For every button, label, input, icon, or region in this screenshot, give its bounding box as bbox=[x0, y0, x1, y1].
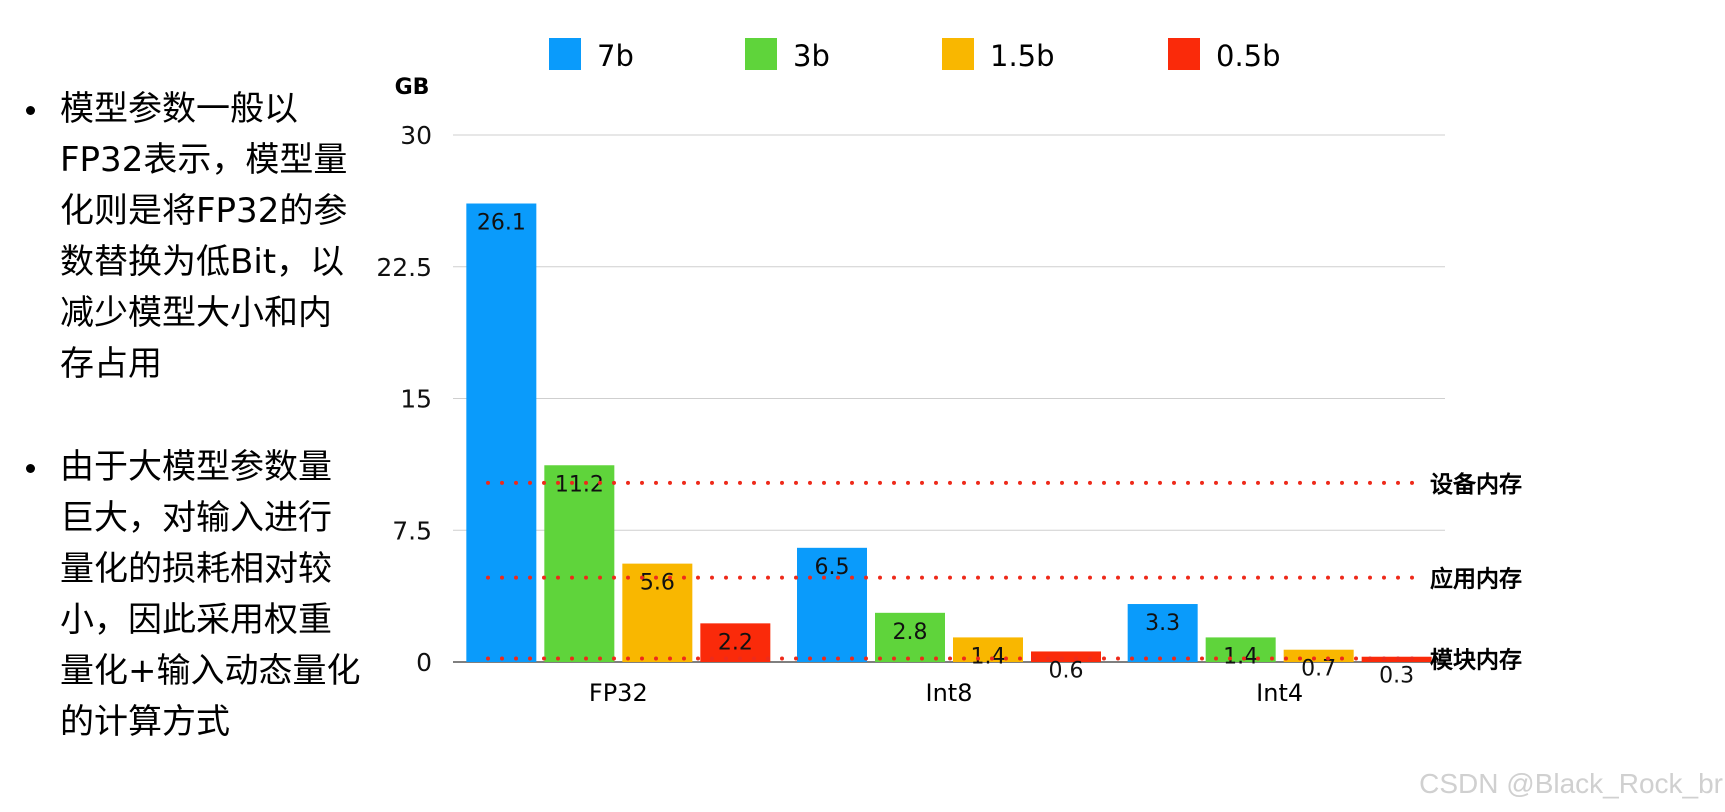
legend-label: 7b bbox=[597, 39, 634, 73]
bullet-list: 模型参数一般以FP32表示，模型量化则是将FP32的参数替换为低Bit，以减少模… bbox=[22, 84, 362, 800]
bar-7b-Int8 bbox=[797, 547, 867, 662]
x-tick-label: Int4 bbox=[1256, 679, 1303, 707]
bar-7b-FP32 bbox=[466, 203, 537, 662]
bar-0.5b-Int8 bbox=[1031, 651, 1101, 662]
bar-3b-Int8 bbox=[875, 612, 945, 662]
data-label: 1.4 bbox=[971, 644, 1006, 669]
data-label: 6.5 bbox=[815, 555, 850, 580]
y-tick-label: 0 bbox=[416, 648, 432, 677]
legend-swatch-icon bbox=[745, 38, 777, 70]
data-label: 2.2 bbox=[718, 630, 753, 655]
data-label: 3.3 bbox=[1145, 611, 1180, 636]
y-tick-label: 7.5 bbox=[392, 516, 432, 545]
legend-label: 1.5b bbox=[990, 39, 1055, 73]
bar-7b-Int4 bbox=[1127, 604, 1198, 662]
bullet-dot-icon bbox=[26, 464, 35, 473]
legend-label: 3b bbox=[793, 39, 830, 73]
x-tick-label: FP32 bbox=[589, 679, 648, 707]
data-label: 2.8 bbox=[893, 620, 928, 645]
data-label: 0.7 bbox=[1301, 657, 1336, 682]
data-label: 11.2 bbox=[555, 472, 604, 497]
data-label: 1.4 bbox=[1223, 644, 1258, 669]
y-tick-label: 22.5 bbox=[376, 253, 432, 282]
reference-line-label: 模块内存 bbox=[1430, 646, 1522, 673]
bar-0.5b-FP32 bbox=[700, 623, 771, 662]
reference-line-label: 应用内存 bbox=[1430, 566, 1522, 593]
data-label: 0.3 bbox=[1379, 664, 1414, 689]
y-tick-label: 30 bbox=[400, 121, 432, 150]
bullet-text: 模型参数一般以FP32表示，模型量化则是将FP32的参数替换为低Bit，以减少模… bbox=[60, 89, 348, 384]
bullet-dot-icon bbox=[26, 106, 35, 115]
legend-label: 0.5b bbox=[1216, 39, 1281, 73]
reference-line-label: 设备内存 bbox=[1430, 471, 1522, 498]
y-tick-label: 15 bbox=[400, 385, 432, 414]
y-axis-label: GB bbox=[395, 75, 430, 100]
bullet-item: 模型参数一般以FP32表示，模型量化则是将FP32的参数替换为低Bit，以减少模… bbox=[22, 84, 362, 390]
watermark: CSDN @Black_Rock_br bbox=[1419, 768, 1723, 799]
data-label: 0.6 bbox=[1049, 658, 1084, 683]
data-label: 5.6 bbox=[640, 571, 675, 596]
bullet-text: 由于大模型参数量巨大，对输入进行量化的损耗相对较小，因此采用权重量化+输入动态量… bbox=[60, 447, 361, 742]
bar-3b-FP32 bbox=[544, 465, 615, 662]
legend-swatch-icon bbox=[549, 38, 581, 70]
bullet-item: 由于大模型参数量巨大，对输入进行量化的损耗相对较小，因此采用权重量化+输入动态量… bbox=[22, 442, 362, 748]
data-label: 26.1 bbox=[477, 211, 526, 236]
bar-1.5b-FP32 bbox=[622, 563, 693, 662]
legend-swatch-icon bbox=[1168, 38, 1200, 70]
legend-swatch-icon bbox=[942, 38, 974, 70]
x-tick-label: Int8 bbox=[926, 679, 973, 707]
